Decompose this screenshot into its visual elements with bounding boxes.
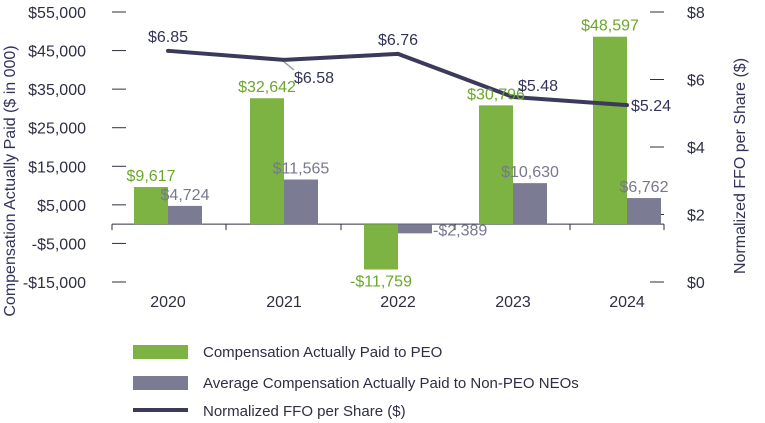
legend-label-neo: Average Compensation Actually Paid to No… [203,375,579,392]
ffo-line [167,48,628,108]
left-tick-label: $45,000 [28,44,86,61]
data-label-ffo: $5.48 [518,78,558,95]
x-axis: 2020 2021 2022 2023 2024 [111,224,665,311]
ffo-point [166,48,170,53]
bar-neo [168,205,202,225]
ffo-line-group [166,48,629,108]
x-tick-label: 2022 [380,294,416,311]
data-label-peo: $48,597 [581,18,639,35]
data-label-peo: $32,642 [238,79,296,96]
data-label-ffo: $6.76 [378,32,418,49]
ffo-point [396,51,400,56]
left-tick-label: $15,000 [28,159,86,176]
data-label-peo: -$11,759 [350,273,412,290]
bar-neo [284,179,318,225]
data-label-ffo: $6.58 [294,70,334,87]
right-tick-label: $2 [687,208,705,225]
legend-swatch-peo [133,345,188,359]
bar-peo [593,36,627,225]
bar-peo [134,187,168,225]
bars-group [134,36,661,270]
ffo-point [282,57,286,62]
data-label-neo: $10,630 [501,164,559,181]
data-labels: $9,617 $32,642 -$11,759 $30,796 $48,597 $4,72… [127,18,672,291]
label-leader [283,61,295,71]
left-tick-label: $25,000 [28,121,86,138]
right-tick-label: $6 [687,73,705,90]
left-axis-title: Compensation Actually Paid ($ in 000) [2,45,19,316]
left-tick-label: $55,000 [28,5,86,22]
left-tick-label: $35,000 [28,82,86,99]
data-label-peo: $30,796 [467,86,525,103]
legend-label-ffo: Normalized FFO per Share ($) [203,403,406,420]
x-tick-label: 2021 [266,294,302,311]
legend: Compensation Actually Paid to PEO Averag… [133,344,579,420]
data-label-peo: $9,617 [127,168,176,185]
x-tick-label: 2024 [609,294,645,311]
data-label-neo: -$2,389 [433,222,487,239]
data-label-neo: $11,565 [273,161,330,178]
right-tick-label: $4 [687,140,705,157]
bar-neo [627,198,661,225]
legend-label-peo: Compensation Actually Paid to PEO [203,344,442,361]
right-axis-title: Normalized FFO per Share ($) [732,58,749,274]
data-label-ffo: $5.24 [631,98,671,115]
data-label-ffo: $6.85 [148,29,188,46]
data-label-neo: $4,724 [161,187,210,204]
ffo-point [511,95,515,100]
bar-peo [479,105,513,225]
right-tick-label: $8 [687,5,705,22]
left-y-axis: $55,000 $45,000 $35,000 $25,000 $15,000 $5,00… [23,5,126,292]
legend-swatch-neo [133,376,188,390]
right-y-axis: $8 $6 $4 $2 $0 [650,5,705,292]
data-label-neo: $6,762 [620,179,669,196]
bar-neo [398,224,432,234]
bar-peo [364,224,398,270]
bar-neo [513,183,547,225]
left-tick-label: -$5,000 [32,236,86,253]
bar-peo [250,98,284,225]
x-tick-label: 2023 [495,294,531,311]
left-tick-label: -$15,000 [23,275,86,292]
left-tick-label: $5,000 [37,198,86,215]
ffo-point [625,103,629,108]
right-tick-label: $0 [687,275,705,292]
x-tick-label: 2020 [150,294,186,311]
